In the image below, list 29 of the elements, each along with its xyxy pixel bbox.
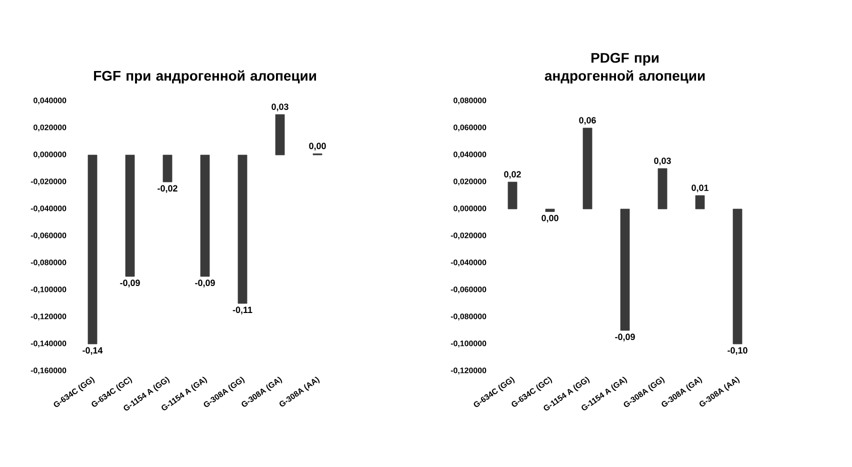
data-label: 0,03: [654, 158, 671, 166]
data-label: -0,09: [195, 280, 215, 288]
data-label: -0,09: [120, 280, 140, 288]
data-label: -0,09: [615, 334, 635, 342]
bar: [200, 154, 210, 277]
data-label: -0,14: [82, 347, 103, 355]
bar: [508, 182, 518, 210]
bar: [162, 154, 172, 182]
bar: [238, 154, 248, 304]
data-label: -0,11: [232, 306, 252, 314]
bar: [275, 114, 285, 156]
bar: [125, 154, 135, 277]
chart-title: FGF при андрогенной алопеции: [94, 70, 316, 84]
bar: [658, 168, 668, 210]
data-label: 0,02: [504, 171, 521, 179]
bar: [582, 128, 592, 210]
bar: [732, 208, 742, 344]
bar: [695, 195, 705, 210]
bar: [620, 208, 630, 331]
bar: [545, 208, 555, 212]
data-label: -0,10: [728, 347, 748, 355]
chart-title: PDGF при андрогенной алопеции: [544, 52, 705, 84]
data-label: 0,03: [272, 104, 288, 112]
bar: [88, 154, 98, 344]
data-label: 0,00: [309, 142, 326, 150]
data-label: 0,00: [542, 214, 558, 223]
data-label: 0,06: [579, 117, 596, 125]
data-label: 0,01: [692, 184, 708, 192]
data-label: -0,02: [158, 185, 178, 193]
